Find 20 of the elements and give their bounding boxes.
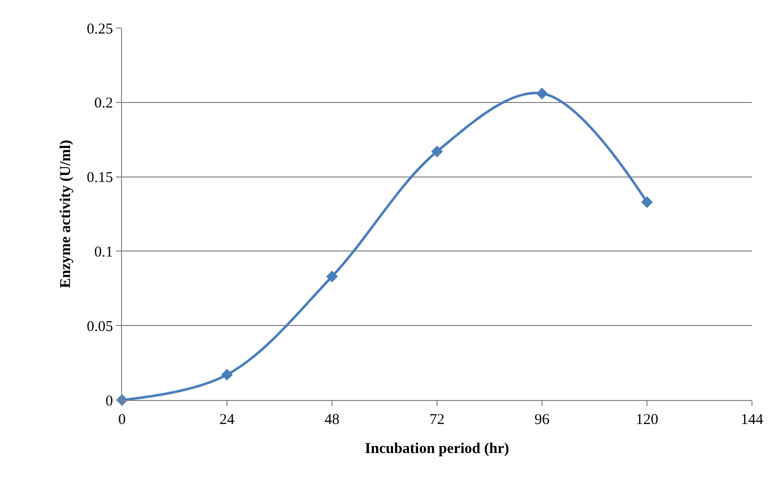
x-tick-label: 72 (430, 412, 444, 428)
y-tick-label: 0.25 (86, 21, 113, 38)
y-tick-label: 0.1 (94, 244, 113, 260)
x-tick-label: 24 (220, 412, 235, 428)
y-tick-label: 0.05 (86, 318, 113, 335)
point (326, 270, 338, 282)
y-tick-label: 0.15 (86, 170, 113, 186)
y-tick-label: 0.2 (94, 96, 113, 112)
x-axis-title: Incubation period (hr) (364, 441, 510, 457)
x-tick-label: 48 (324, 412, 340, 428)
point (431, 146, 443, 158)
y-axis-title: Enzyme activity (U/ml) (58, 140, 74, 288)
x-tick-label: 0 (118, 412, 126, 428)
x-tick-label: 96 (534, 412, 550, 428)
x-tick-label: 120 (636, 412, 658, 428)
point (641, 196, 653, 208)
point (221, 368, 233, 381)
point (536, 88, 548, 100)
x-tick-label: 144 (740, 412, 764, 428)
y-tick-label: 0 (106, 393, 113, 410)
